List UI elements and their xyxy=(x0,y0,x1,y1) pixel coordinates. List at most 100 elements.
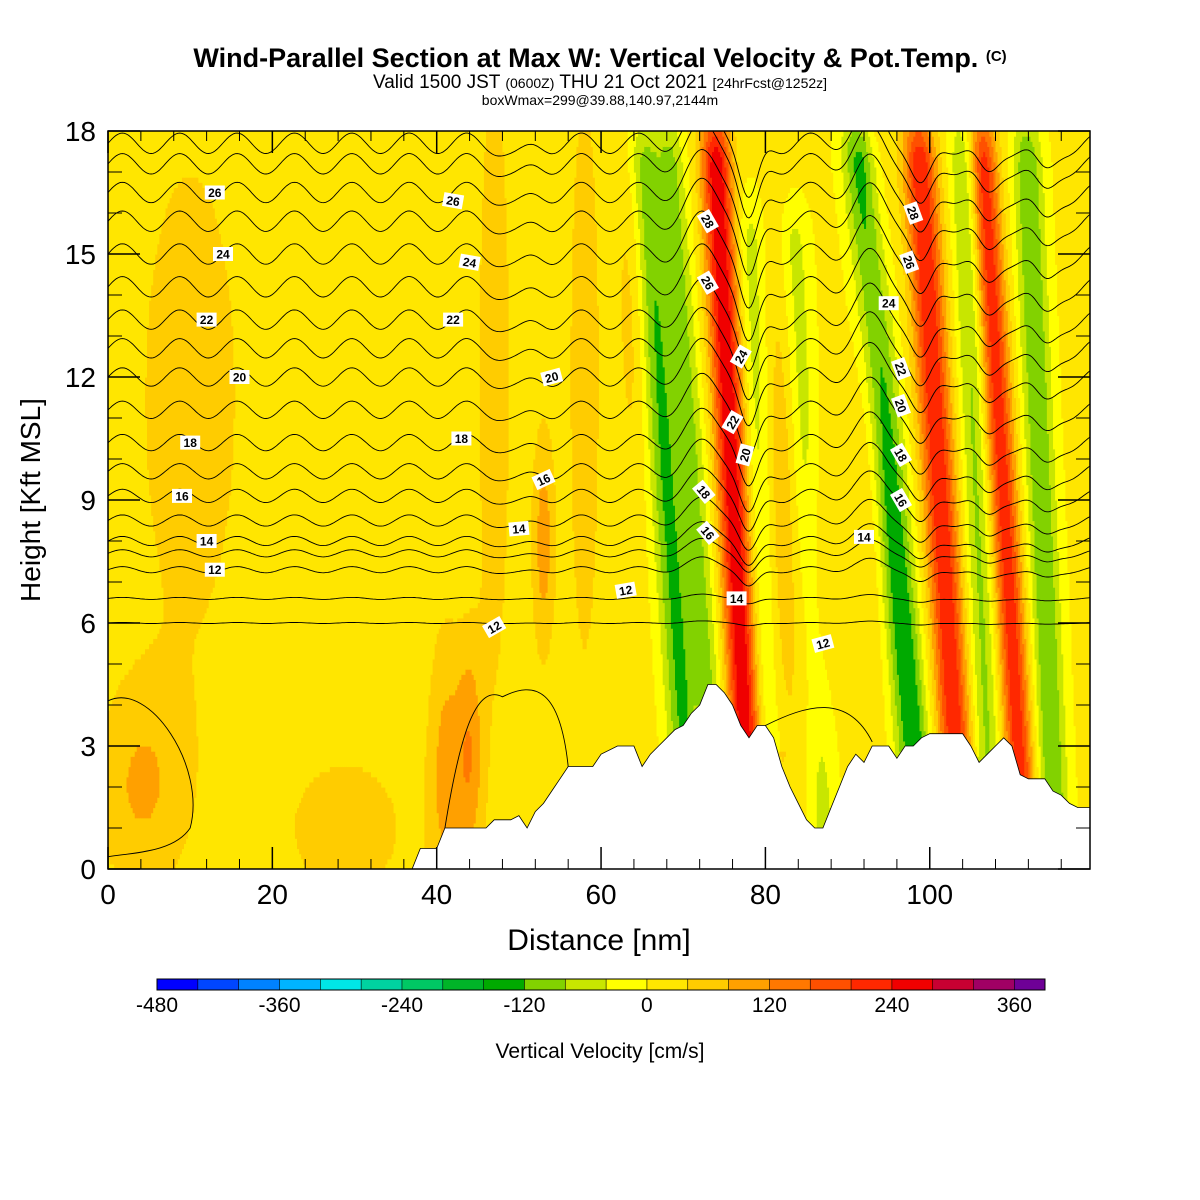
velocity-cell xyxy=(979,248,982,291)
velocity-cell xyxy=(748,177,752,224)
velocity-cell xyxy=(1003,694,1007,742)
velocity-cell xyxy=(465,781,469,844)
contour-label-box xyxy=(508,520,530,537)
velocity-cell xyxy=(757,131,760,188)
velocity-cell xyxy=(229,300,232,496)
velocity-cell xyxy=(942,658,945,716)
velocity-cell xyxy=(687,336,690,737)
velocity-cell xyxy=(942,428,945,660)
velocity-cell xyxy=(886,336,890,399)
velocity-cell xyxy=(995,551,999,593)
velocity-cell xyxy=(547,571,551,655)
colorbar-tick-label: -480 xyxy=(136,994,178,1017)
velocity-cell xyxy=(385,863,388,869)
contour-label-text: 12 xyxy=(618,583,634,599)
velocity-cell xyxy=(1028,530,1032,604)
velocity-cell xyxy=(835,730,838,850)
contour-label-text: 22 xyxy=(892,360,910,378)
velocity-cell xyxy=(646,556,649,869)
velocity-cell xyxy=(800,131,803,188)
velocity-cell xyxy=(993,161,997,209)
velocity-cell xyxy=(140,131,144,655)
velocity-cell xyxy=(438,725,442,829)
velocity-cell xyxy=(781,751,785,762)
velocity-cell xyxy=(385,131,388,793)
velocity-cell xyxy=(711,325,715,378)
velocity-cell xyxy=(716,300,719,358)
velocity-cell xyxy=(925,500,929,557)
velocity-cell xyxy=(574,131,577,178)
velocity-cell xyxy=(792,423,795,583)
velocity-cell xyxy=(859,274,863,332)
theta-contour xyxy=(108,697,194,858)
velocity-cell xyxy=(890,243,894,317)
velocity-cell xyxy=(851,131,855,214)
velocity-cell xyxy=(798,407,801,542)
velocity-cell xyxy=(709,161,713,178)
colorbar-tick-label: 0 xyxy=(641,994,653,1017)
velocity-cell xyxy=(432,658,436,869)
velocity-cell xyxy=(742,192,746,296)
velocity-cell xyxy=(329,766,333,869)
velocity-cell xyxy=(463,612,467,675)
velocity-cell xyxy=(535,443,538,639)
contour-label: 28 xyxy=(903,201,924,225)
velocity-cell xyxy=(699,515,703,706)
velocity-cell xyxy=(114,694,117,869)
velocity-cell xyxy=(198,182,202,629)
velocity-cell xyxy=(709,587,713,670)
velocity-cell xyxy=(685,131,688,219)
velocity-cell xyxy=(654,131,658,153)
velocity-cell xyxy=(946,131,949,168)
velocity-cell xyxy=(785,131,789,199)
velocity-cell xyxy=(621,131,625,270)
velocity-cell xyxy=(970,218,974,270)
velocity-cell xyxy=(724,146,727,168)
velocity-cell xyxy=(461,674,465,839)
contour-labels: 2624222018161412262422201816141212282624… xyxy=(172,185,924,653)
velocity-cell xyxy=(773,500,777,670)
velocity-cell xyxy=(1009,382,1013,434)
contour-label-text: 28 xyxy=(904,205,922,223)
velocity-cell xyxy=(722,576,725,629)
velocity-cell xyxy=(929,166,933,224)
velocity-cell xyxy=(116,689,119,869)
velocity-cell xyxy=(711,151,715,219)
velocity-cell xyxy=(664,392,668,542)
velocity-cell xyxy=(956,669,960,757)
velocity-cell xyxy=(857,131,861,153)
velocity-cell xyxy=(822,761,826,850)
contour-label: 22 xyxy=(721,409,744,435)
velocity-cell xyxy=(701,146,705,178)
velocity-cell xyxy=(204,187,208,614)
velocity-cell xyxy=(650,489,654,639)
velocity-cell xyxy=(1022,484,1025,547)
velocity-cell xyxy=(181,177,185,850)
velocity-cell xyxy=(765,131,769,347)
colorbar-bin xyxy=(197,979,239,990)
contour-label-text: 24 xyxy=(216,248,230,262)
velocity-cell xyxy=(426,725,430,865)
velocity-cell xyxy=(761,207,764,665)
velocity-cell xyxy=(753,505,756,568)
velocity-cell xyxy=(1007,284,1011,347)
velocity-cell xyxy=(937,187,941,250)
velocity-cell xyxy=(488,766,491,869)
velocity-cell xyxy=(921,136,925,147)
velocity-cell xyxy=(144,418,148,650)
velocity-cell xyxy=(1003,279,1007,332)
velocity-cell xyxy=(379,131,382,783)
colorbar-tick-label: -240 xyxy=(381,994,423,1017)
velocity-cell xyxy=(656,156,660,306)
velocity-cell xyxy=(120,679,123,869)
velocity-cell xyxy=(952,438,956,496)
velocity-cell xyxy=(358,766,362,869)
velocity-cell xyxy=(917,423,921,491)
velocity-cell xyxy=(1048,141,1052,347)
velocity-cell xyxy=(297,807,300,850)
velocity-cell xyxy=(467,612,471,670)
velocity-cell xyxy=(681,248,684,619)
velocity-cell xyxy=(901,243,904,347)
velocity-cell xyxy=(214,218,218,578)
velocity-cell xyxy=(184,843,187,869)
